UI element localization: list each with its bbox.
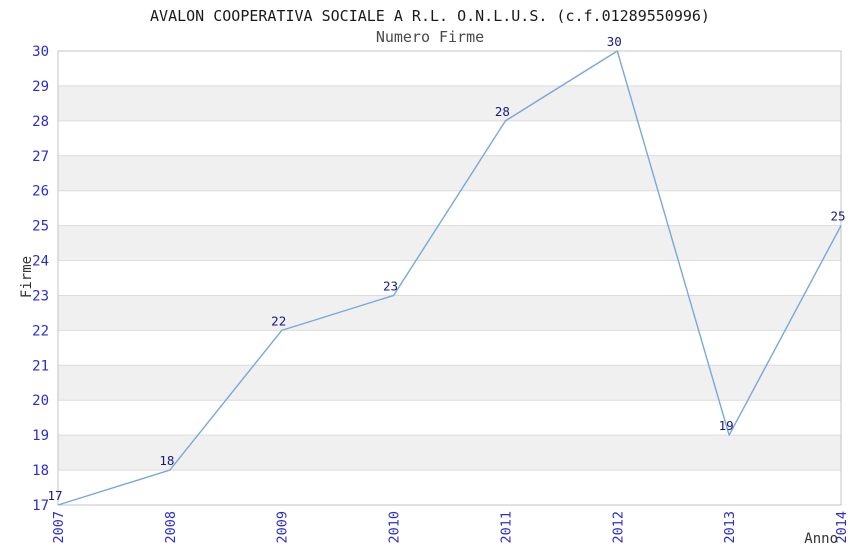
plot-band: [58, 260, 841, 296]
point-label: 19: [719, 418, 734, 433]
point-label: 17: [47, 488, 62, 503]
point-label: 30: [607, 34, 622, 49]
plot-band: [58, 51, 841, 86]
x-tick-label: 2011: [498, 511, 514, 544]
y-tick-label: 24: [32, 254, 49, 270]
y-tick-label: 21: [32, 358, 49, 374]
point-label: 25: [830, 209, 845, 224]
y-tick-label: 29: [32, 79, 49, 95]
y-tick-label: 25: [32, 219, 49, 235]
plot-band: [58, 155, 841, 191]
plot-band: [58, 85, 841, 121]
chart-subtitle: Numero Firme: [375, 28, 485, 46]
y-tick-label: 19: [32, 428, 49, 444]
plot-band: [58, 225, 841, 261]
y-tick-label: 30: [32, 44, 49, 60]
point-label: 23: [383, 278, 398, 293]
x-tick-label: 2014: [834, 511, 850, 544]
plot-band: [58, 295, 841, 331]
y-tick-label: 23: [32, 288, 49, 304]
y-tick-label: 27: [32, 149, 49, 165]
plot-band: [58, 365, 841, 401]
y-tick-label: 18: [32, 463, 49, 479]
y-tick-label: 20: [32, 393, 49, 409]
y-tick-label: 17: [32, 498, 49, 514]
plot-band: [58, 400, 841, 436]
chart-title: AVALON COOPERATIVA SOCIALE A R.L. O.N.L.…: [150, 7, 710, 25]
plot-band: [58, 435, 841, 471]
point-label: 22: [271, 313, 286, 328]
x-axis-title: Anno: [804, 531, 838, 547]
y-tick-label: 26: [32, 184, 49, 200]
data-line: [57, 50, 842, 506]
x-tick-label: 2013: [722, 511, 738, 544]
x-tick-label: 2008: [163, 511, 179, 544]
x-tick-label: 2012: [610, 511, 626, 544]
y-axis-title: Firme: [19, 256, 35, 298]
x-tick-label: 2009: [275, 511, 291, 544]
x-tick-label: 2007: [51, 511, 67, 544]
x-tick-label: 2010: [387, 511, 403, 544]
point-label: 18: [159, 453, 174, 468]
point-label: 28: [495, 104, 510, 119]
plot-band: [58, 120, 841, 156]
plot-border: [57, 50, 842, 506]
y-tick-label: 28: [32, 114, 49, 130]
plot-band: [58, 470, 841, 505]
plot-band: [58, 330, 841, 366]
y-tick-label: 22: [32, 323, 49, 339]
